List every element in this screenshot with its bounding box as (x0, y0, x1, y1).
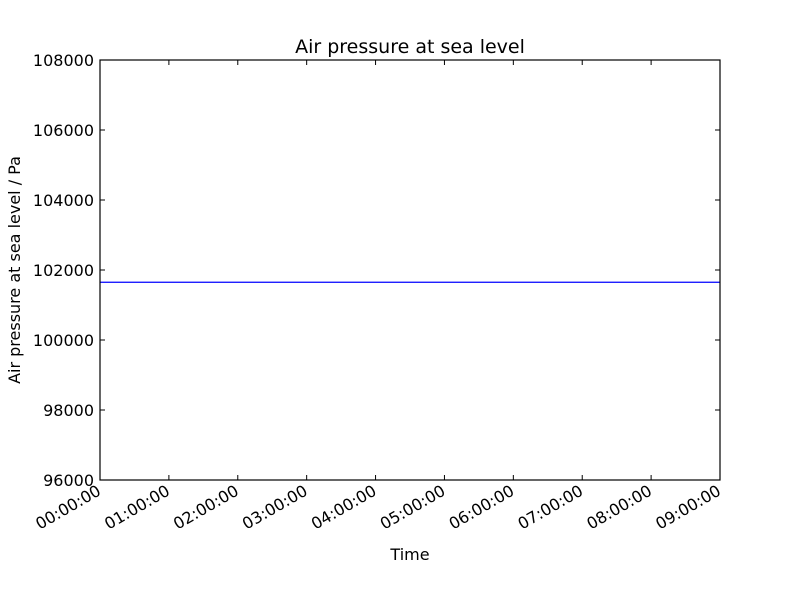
y-tick-label: 106000 (33, 121, 94, 140)
plot-frame (99, 59, 721, 481)
y-tick-label: 104000 (33, 191, 94, 210)
x-tick-label: 02:00:00 (170, 481, 242, 533)
y-tick-label: 100000 (33, 331, 94, 350)
chart-title: Air pressure at sea level (295, 36, 525, 58)
y-tick-label: 98000 (43, 401, 94, 420)
y-axis-label: Air pressure at sea level / Pa (5, 156, 24, 384)
x-tick-label: 03:00:00 (239, 481, 311, 533)
x-tick-label: 04:00:00 (308, 481, 380, 533)
x-tick-label: 08:00:00 (583, 481, 655, 533)
x-tick-label: 07:00:00 (514, 481, 586, 533)
x-axis-label: Time (389, 545, 429, 564)
x-tick-label: 09:00:00 (652, 481, 724, 533)
x-axis: 00:00:0001:00:0002:00:0003:00:0004:00:00… (32, 60, 724, 533)
x-tick-label: 06:00:00 (446, 481, 518, 533)
x-tick-label: 05:00:00 (377, 481, 449, 533)
x-tick-label: 01:00:00 (101, 481, 173, 533)
y-tick-label: 96000 (43, 471, 94, 490)
y-tick-label: 102000 (33, 261, 94, 280)
y-tick-label: 108000 (33, 51, 94, 70)
y-axis: 96000 98000 100000 102000 104000 106000 108000 (33, 51, 720, 490)
